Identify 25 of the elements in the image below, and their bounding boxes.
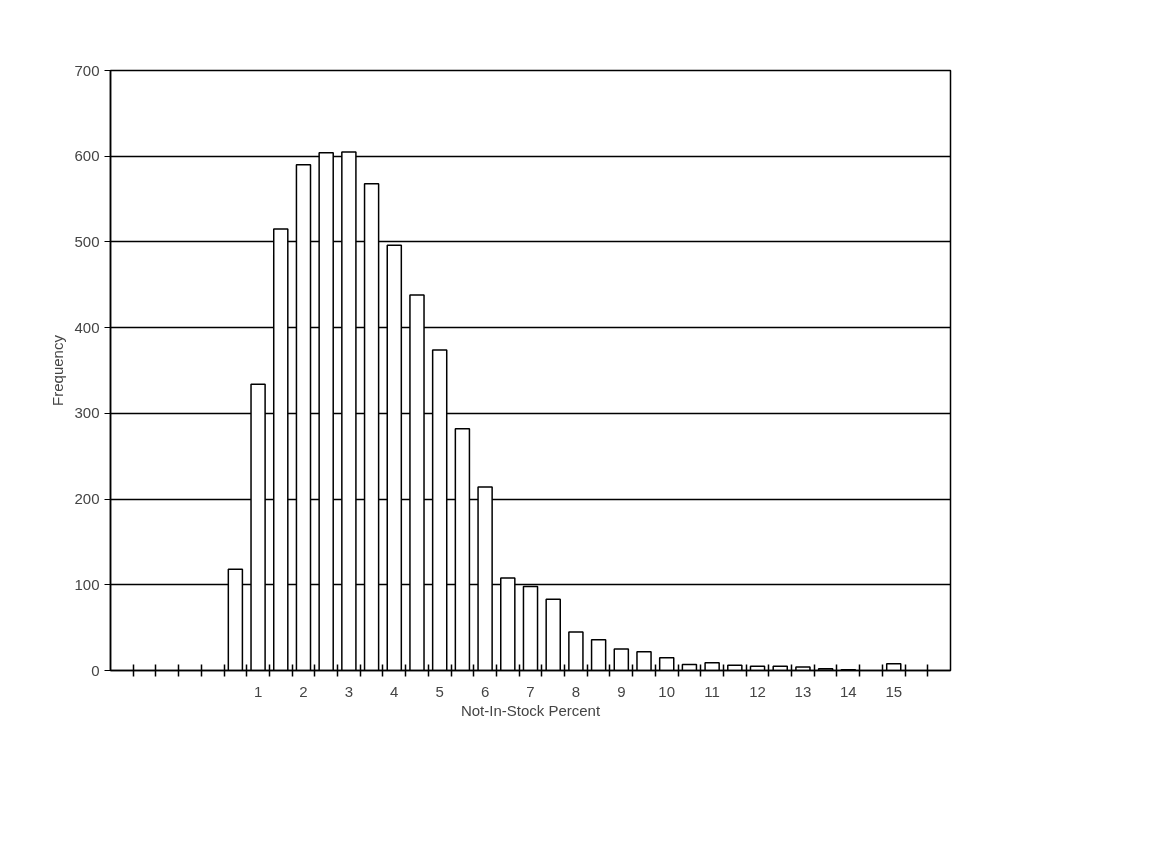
y-tick-label: 500 <box>74 232 100 250</box>
x-tick-label: 9 <box>617 682 626 700</box>
x-tick-label: 10 <box>658 682 676 700</box>
x-tick-label: 1 <box>253 682 263 700</box>
x-tick-label: 3 <box>344 682 354 700</box>
y-tick-label: 600 <box>74 147 100 165</box>
x-tick-label: 12 <box>749 682 766 700</box>
x-tick-label: 14 <box>840 682 857 700</box>
y-tick-label: 700 <box>74 61 100 79</box>
y-tick-label: 200 <box>74 490 100 508</box>
y-tick-label: 0 <box>91 661 100 679</box>
y-tick-label: 300 <box>74 404 100 422</box>
x-tick-label: 2 <box>299 682 308 700</box>
x-tick-label: 11 <box>704 682 720 700</box>
x-axis-title: Not-In-Stock Percent <box>460 701 601 719</box>
x-tick-label: 8 <box>571 682 581 700</box>
x-tick-label: 5 <box>435 682 444 700</box>
y-axis-title: Frequency <box>49 334 67 406</box>
x-tick-label: 15 <box>885 682 903 700</box>
x-tick-label: 13 <box>794 682 812 700</box>
x-tick-label: 7 <box>526 682 535 700</box>
x-tick-label: 4 <box>390 682 399 700</box>
x-tick-label: 6 <box>480 682 490 700</box>
y-tick-label: 100 <box>74 575 100 593</box>
y-tick-label: 400 <box>74 318 100 336</box>
